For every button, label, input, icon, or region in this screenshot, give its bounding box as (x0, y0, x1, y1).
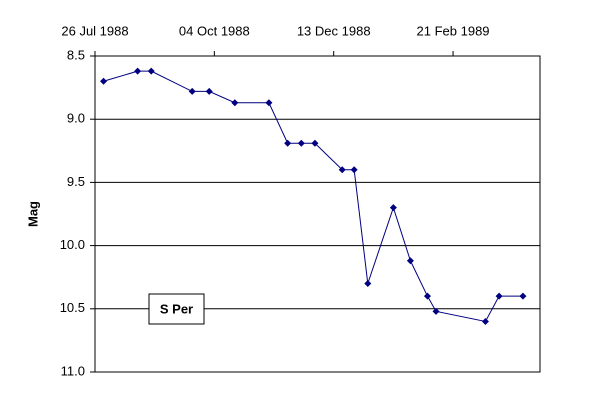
data-point (297, 139, 305, 147)
data-point (481, 317, 489, 325)
data-point (338, 166, 346, 174)
data-point (423, 292, 431, 300)
data-point (100, 77, 108, 85)
data-point (265, 99, 273, 107)
data-point (364, 280, 372, 288)
y-tick-label: 10.5 (60, 300, 85, 315)
data-point (406, 257, 414, 265)
annotation-box (148, 293, 205, 325)
x-tick-label: 21 Feb 1989 (417, 23, 490, 38)
data-point (519, 292, 527, 300)
y-axis-label: Mag (25, 201, 40, 227)
data-point (432, 307, 440, 315)
plot-frame (94, 55, 541, 373)
data-point (147, 67, 155, 75)
x-tick-label: 13 Dec 1988 (297, 23, 371, 38)
x-tick-label: 04 Oct 1988 (179, 23, 250, 38)
y-tick-label: 8.5 (67, 47, 85, 62)
data-point (284, 139, 292, 147)
series-line (103, 70, 523, 323)
x-tick-label: 26 Jul 1988 (61, 23, 128, 38)
data-point (350, 166, 358, 174)
data-point (188, 87, 196, 95)
data-point (311, 139, 319, 147)
data-point (495, 292, 503, 300)
y-tick-label: 9.5 (67, 174, 85, 189)
annotation: S Per (160, 301, 193, 316)
data-point (134, 67, 142, 75)
y-tick-label: 10.0 (60, 237, 85, 252)
y-tick-label: 9.0 (67, 111, 85, 126)
data-point (231, 99, 239, 107)
data-point (205, 87, 213, 95)
y-tick-label: 11.0 (61, 363, 85, 378)
data-point (389, 204, 397, 212)
